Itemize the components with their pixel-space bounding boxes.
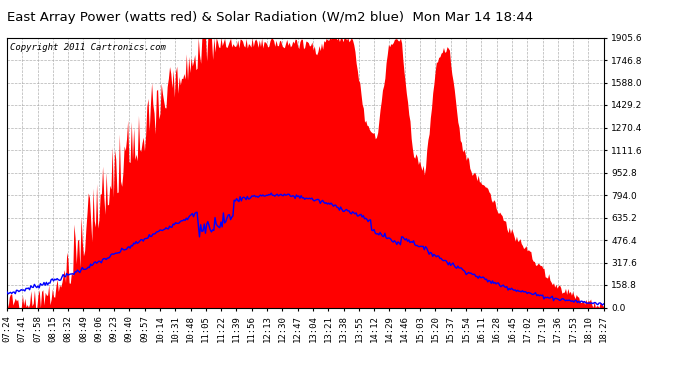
Text: Copyright 2011 Cartronics.com: Copyright 2011 Cartronics.com (10, 43, 166, 52)
Text: East Array Power (watts red) & Solar Radiation (W/m2 blue)  Mon Mar 14 18:44: East Array Power (watts red) & Solar Rad… (7, 11, 533, 24)
